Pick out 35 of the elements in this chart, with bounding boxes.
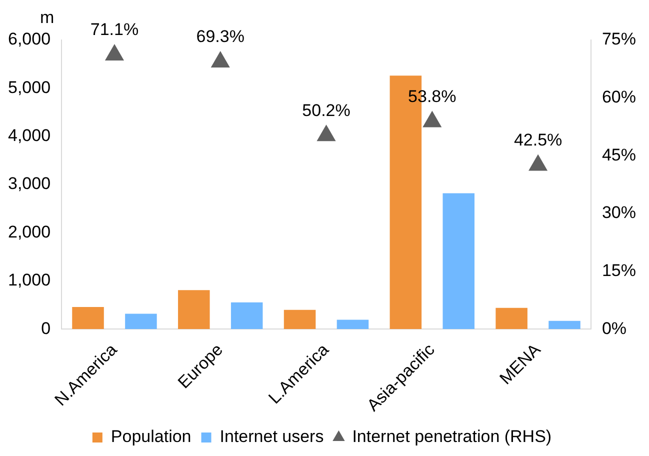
point: [211, 51, 230, 68]
point: [422, 111, 442, 128]
point: [317, 125, 336, 142]
y2-tick-label: 0%: [602, 318, 627, 338]
y2-tick-label: 45%: [602, 145, 636, 164]
data-label: 71.1%: [90, 20, 139, 40]
point: [528, 154, 548, 171]
y-tick-label: 3,000: [8, 174, 51, 194]
point: [105, 44, 124, 61]
legend-label: Internet penetration (RHS): [352, 427, 552, 446]
bar: [72, 306, 104, 330]
y2-tick-label: 30%: [602, 203, 636, 222]
y-tick-label: 1,000: [8, 270, 51, 290]
bar: [496, 308, 528, 330]
y-tick-label: 6,000: [8, 30, 51, 49]
bar: [442, 193, 474, 330]
data-label: 69.3%: [196, 27, 244, 46]
bar: [230, 302, 263, 330]
bar: [284, 310, 316, 330]
text: m: [40, 8, 54, 28]
y-tick-label: 4,000: [8, 126, 51, 146]
data-label: 42.5%: [514, 130, 562, 150]
y2-tick-label: 60%: [602, 88, 636, 107]
bar: [336, 320, 369, 330]
bar: [548, 320, 580, 330]
bar: [125, 314, 157, 330]
legend-label: Internet users: [220, 427, 324, 446]
data-label: 50.2%: [302, 100, 350, 120]
bar: [178, 290, 210, 330]
legend-label: Population: [110, 427, 192, 446]
y-tick-label: 0: [41, 318, 51, 338]
y-tick-label: 2,000: [8, 222, 51, 242]
y2-tick-label: 15%: [602, 260, 636, 280]
y2-tick-label: 75%: [602, 30, 636, 49]
y-tick-label: 5,000: [8, 78, 51, 97]
